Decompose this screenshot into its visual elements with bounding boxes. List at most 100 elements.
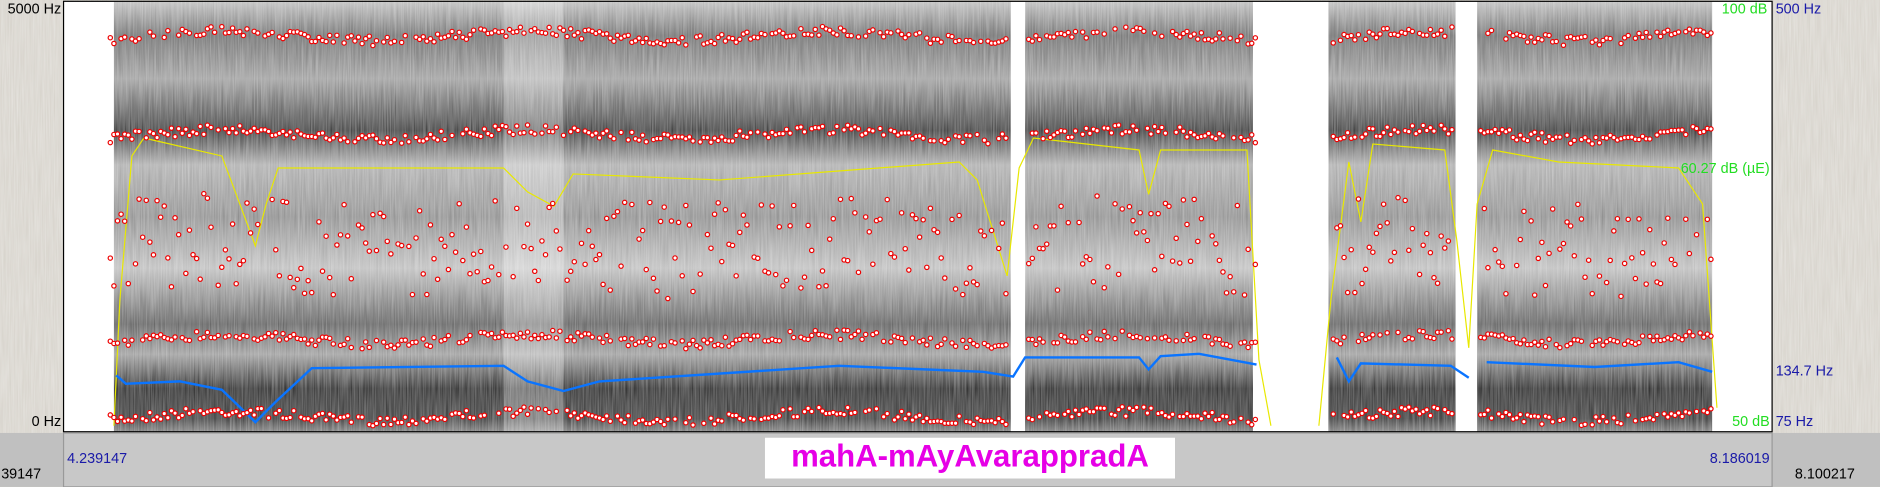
formant-dot [1395, 413, 1401, 420]
formant-dot [424, 38, 430, 44]
formant-dot [1517, 341, 1524, 347]
formant-dot [1521, 418, 1527, 425]
formant-dot [909, 136, 916, 142]
formant-dot [816, 32, 822, 38]
formant-dot [1162, 130, 1169, 136]
formant-dot [1589, 141, 1596, 147]
formant-dot [1557, 246, 1563, 252]
formant-dot [1442, 126, 1448, 132]
formant-dot [1416, 271, 1423, 278]
formant-dot [567, 413, 574, 419]
formant-dot [607, 133, 614, 139]
formant-dot [488, 330, 495, 337]
annotation-text: mahA-mAyAvarappradA [791, 438, 1149, 473]
formant-dot [1700, 334, 1707, 340]
formant-dot [326, 335, 333, 342]
formant-dot [237, 123, 243, 129]
formant-dot [1177, 34, 1183, 40]
formant-dot [1330, 411, 1337, 417]
formant-dot [1636, 216, 1642, 222]
formant-dot [1040, 135, 1046, 142]
formant-dot [938, 255, 944, 261]
formant-dot [1087, 256, 1093, 263]
formant-dot [1409, 336, 1416, 342]
formant-dot [463, 36, 470, 42]
formant-dot [906, 411, 912, 417]
formant-dot [618, 417, 624, 423]
formant-dot [1230, 289, 1237, 295]
formant-dot [136, 128, 142, 135]
formant-dot [960, 139, 966, 146]
formant-dot [754, 255, 761, 262]
formant-dot [1144, 125, 1151, 132]
formant-dot [603, 128, 610, 134]
formant-dot [326, 32, 333, 39]
formant-dot [136, 196, 142, 202]
formant-dot [1191, 335, 1197, 342]
formant-dot [290, 331, 297, 338]
pitch-top: 500 Hz [1776, 1, 1822, 17]
formant-dot [1029, 336, 1036, 343]
formant-dot [316, 337, 322, 343]
formant-dot [1546, 32, 1552, 39]
formant-dot [359, 225, 365, 231]
formant-dot [1337, 340, 1344, 347]
formant-dot [625, 342, 632, 349]
formant-dot [1409, 225, 1416, 232]
formant-dot [496, 271, 502, 278]
formant-dot [384, 415, 391, 422]
formant-dot [826, 334, 833, 340]
formant-dot [496, 334, 502, 340]
formant-dot [380, 140, 387, 146]
formant-dot [974, 342, 980, 349]
formant-dot [1582, 33, 1588, 40]
formant-dot [1535, 413, 1542, 420]
formant-dot [776, 224, 783, 230]
formant-dot [1618, 420, 1624, 427]
formant-dot [1205, 334, 1212, 340]
formant-dot [1191, 132, 1197, 138]
formant-dot [319, 410, 326, 417]
formant-dot [1420, 122, 1426, 129]
formant-dot [571, 410, 578, 416]
formant-dot [111, 283, 117, 289]
formant-dot [1180, 413, 1187, 420]
formant-dot [1072, 128, 1079, 134]
formant-dot [157, 214, 164, 220]
formant-dot [600, 416, 606, 423]
formant-dot [521, 30, 527, 36]
formant-dot [1603, 135, 1610, 141]
formant-dot [460, 131, 466, 137]
formant-dot [1173, 235, 1179, 242]
formant-dot [290, 407, 297, 414]
formant-dot [952, 286, 959, 292]
formant-dot [1169, 258, 1176, 264]
formant-dot [265, 415, 272, 421]
formant-dot [521, 243, 527, 250]
formant-dot [560, 27, 567, 34]
formant-dot [1629, 255, 1635, 261]
formant-dot [625, 137, 632, 143]
formant-dot [1359, 331, 1365, 338]
formant-dot [211, 29, 218, 36]
formant-dot [1047, 134, 1054, 141]
formant-dot [1384, 25, 1390, 32]
formant-dot [139, 337, 146, 343]
formant-dot [406, 243, 412, 250]
formant-dot [1679, 413, 1685, 420]
formant-dot [891, 128, 898, 135]
formant-dot [1499, 263, 1506, 270]
formant-dot [1177, 260, 1183, 266]
formant-dot [557, 246, 563, 252]
formant-dot [197, 276, 203, 282]
formant-dot [1406, 247, 1412, 254]
formant-dot [1220, 269, 1226, 275]
formant-dot [460, 413, 466, 420]
formant-dot [830, 215, 837, 222]
formant-dot [1029, 255, 1036, 262]
formant-dot [1636, 339, 1642, 346]
formant-dot [1252, 35, 1259, 41]
formant-dot [1359, 280, 1365, 287]
formant-dot [1575, 201, 1581, 208]
formant-dot [1377, 133, 1383, 140]
